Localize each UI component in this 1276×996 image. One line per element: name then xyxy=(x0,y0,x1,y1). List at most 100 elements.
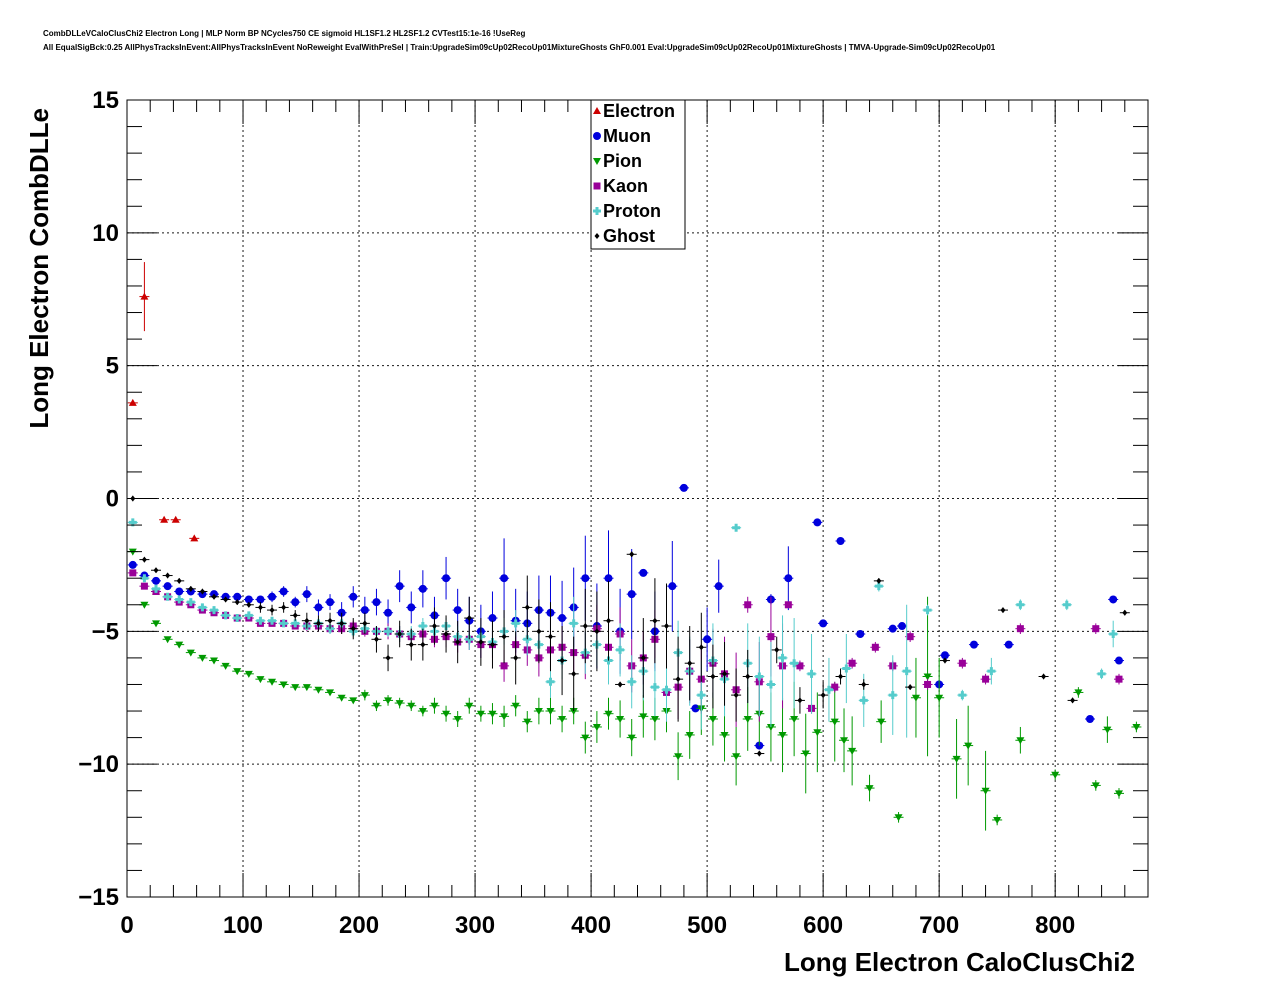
pion-point xyxy=(384,697,393,705)
pion-point xyxy=(766,723,775,731)
legend-item-proton: Proton xyxy=(593,201,661,221)
pion-point xyxy=(840,737,849,745)
ghost-point xyxy=(571,670,577,677)
pion-point xyxy=(935,694,944,702)
legend-item-pion: Pion xyxy=(593,151,642,171)
pion-point xyxy=(442,710,451,718)
pion-point xyxy=(981,787,990,795)
muon-point xyxy=(604,574,613,583)
pion-point xyxy=(210,657,219,665)
ghost-point xyxy=(1070,697,1076,704)
muon-point xyxy=(627,590,636,599)
ghost-point xyxy=(942,657,948,664)
legend-item-ghost: Ghost xyxy=(594,226,655,246)
pion-point xyxy=(911,694,920,702)
muon-point xyxy=(128,560,137,569)
ghost-point xyxy=(582,623,588,630)
pion-point xyxy=(1114,790,1123,798)
proton-point xyxy=(210,606,219,615)
pion-point xyxy=(1074,689,1083,697)
pion-point xyxy=(1103,726,1112,734)
pion-point xyxy=(1051,771,1060,779)
muon-point xyxy=(813,518,822,527)
muon-point xyxy=(1114,656,1123,665)
pion-point xyxy=(1132,723,1141,731)
ghost-point xyxy=(876,577,882,584)
muon-point xyxy=(679,483,688,492)
electron-point xyxy=(190,534,199,542)
proton-point xyxy=(546,677,555,686)
ghost-point xyxy=(820,692,826,699)
pion-point xyxy=(558,716,567,724)
proton-point xyxy=(697,691,706,700)
ghost-point xyxy=(547,633,553,640)
pion-point xyxy=(720,731,729,739)
ghost-point xyxy=(431,623,437,630)
proton-point xyxy=(569,619,578,628)
proton-point xyxy=(790,659,799,668)
pion-point xyxy=(268,678,277,686)
ghost-point xyxy=(687,660,693,667)
pion-point xyxy=(993,816,1002,824)
ghost-point xyxy=(478,638,484,645)
muon-point xyxy=(558,614,567,623)
ghost-point xyxy=(698,644,704,651)
proton-point xyxy=(732,523,741,532)
pion-point xyxy=(360,692,369,700)
proton-point xyxy=(1097,669,1106,678)
data-points xyxy=(127,262,1142,831)
pion-point xyxy=(233,668,242,676)
legend-marker xyxy=(594,233,600,239)
proton-point xyxy=(418,622,427,631)
muon-point xyxy=(856,629,865,638)
proton-point xyxy=(650,683,659,692)
legend-label: Kaon xyxy=(603,176,648,196)
kaon-point xyxy=(871,643,879,651)
ghost-point xyxy=(315,620,321,627)
proton-point xyxy=(221,611,230,620)
pion-point xyxy=(546,708,555,716)
ghost-point xyxy=(292,612,298,619)
pion-point xyxy=(952,755,961,763)
pion-point xyxy=(569,708,578,716)
legend-item-kaon: Kaon xyxy=(593,176,648,196)
legend-label: Muon xyxy=(603,126,651,146)
muon-point xyxy=(407,603,416,612)
pion-point xyxy=(453,716,462,724)
ghost-point xyxy=(327,617,333,624)
pion-point xyxy=(743,716,752,724)
ghost-point xyxy=(513,654,519,661)
series-ghost xyxy=(127,495,1130,757)
x-tick-labels: 0 100 200 300 400 500 600 700 800 xyxy=(120,912,1075,939)
ghost-point xyxy=(1000,607,1006,614)
pion-point xyxy=(465,702,474,710)
muon-point xyxy=(175,587,184,596)
muon-point xyxy=(453,606,462,615)
ghost-point xyxy=(489,641,495,648)
proton-point xyxy=(859,696,868,705)
pion-point xyxy=(581,734,590,742)
ghost-point xyxy=(165,572,171,579)
proton-point xyxy=(778,653,787,662)
ghost-point xyxy=(269,607,275,614)
series-electron xyxy=(127,262,200,595)
muon-point xyxy=(500,574,509,583)
legend-box xyxy=(590,99,686,250)
muon-point xyxy=(940,651,949,660)
proton-point xyxy=(1109,629,1118,638)
pion-point xyxy=(790,716,799,724)
ghost-point xyxy=(756,750,762,757)
ghost-point xyxy=(1041,673,1047,680)
ghost-point xyxy=(501,633,507,640)
muon-point xyxy=(233,592,242,601)
muon-point xyxy=(372,598,381,607)
muon-point xyxy=(244,595,253,604)
x-tick-label: 100 xyxy=(223,912,263,939)
pion-point xyxy=(198,654,207,662)
ghost-point xyxy=(455,638,461,645)
ghost-point xyxy=(246,601,252,608)
ghost-point xyxy=(640,654,646,661)
proton-point xyxy=(766,680,775,689)
ghost-point xyxy=(861,681,867,688)
y-tick-label: 10 xyxy=(92,220,119,247)
